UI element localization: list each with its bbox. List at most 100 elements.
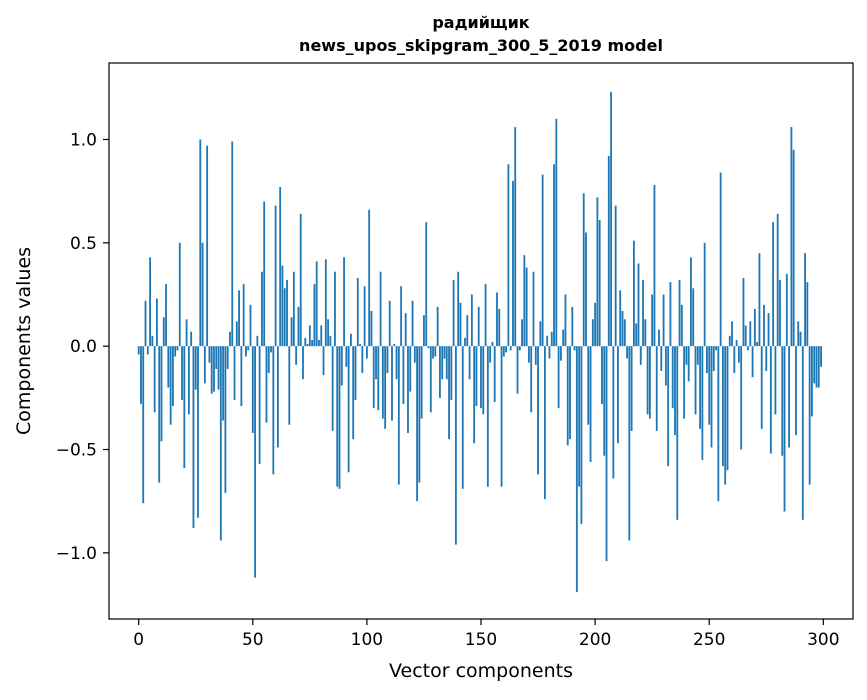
bar-7 — [153, 346, 156, 413]
bar-186 — [562, 329, 565, 347]
bar-271 — [756, 342, 759, 347]
bar-213 — [623, 319, 626, 347]
bar-6 — [151, 335, 154, 347]
bar-287 — [792, 149, 795, 347]
bar-15 — [171, 346, 174, 407]
bar-206 — [607, 156, 610, 347]
bar-151 — [482, 346, 485, 415]
bar-52 — [256, 335, 259, 347]
y-tick-label: 0.5 — [70, 234, 97, 254]
bar-236 — [676, 346, 679, 520]
bar-248 — [703, 242, 706, 347]
bar-90 — [343, 257, 345, 347]
bar-257 — [724, 346, 727, 485]
bar-59 — [272, 346, 275, 475]
bar-131 — [436, 306, 439, 347]
bar-82 — [324, 259, 327, 347]
bar-137 — [450, 346, 453, 400]
bar-261 — [733, 346, 736, 374]
bar-282 — [781, 346, 784, 456]
bar-289 — [797, 321, 800, 347]
bar-108 — [384, 346, 387, 429]
bar-135 — [445, 346, 448, 380]
bar-163 — [509, 346, 512, 351]
bar-296 — [813, 346, 816, 384]
bar-30 — [206, 145, 209, 347]
bar-201 — [596, 197, 599, 347]
bar-189 — [569, 346, 571, 440]
bar-23 — [190, 331, 193, 347]
bar-118 — [407, 346, 409, 433]
y-tick-label: 1.0 — [70, 130, 97, 150]
bar-281 — [779, 280, 781, 347]
bar-96 — [356, 277, 359, 347]
bar-244 — [694, 346, 697, 415]
bar-250 — [708, 346, 711, 425]
bar-110 — [388, 300, 391, 347]
bar-211 — [619, 290, 622, 347]
y-tick-label: −0.5 — [56, 441, 97, 461]
bar-113 — [395, 346, 398, 380]
bar-50 — [251, 346, 254, 433]
bar-232 — [667, 346, 670, 467]
bar-217 — [633, 240, 635, 347]
x-axis-label: Vector components — [389, 660, 573, 682]
bar-224 — [648, 346, 651, 419]
bar-140 — [457, 271, 460, 347]
bar-18 — [178, 242, 181, 347]
bar-72 — [302, 346, 304, 380]
bar-73 — [304, 337, 307, 347]
bar-71 — [299, 213, 302, 347]
bar-243 — [692, 288, 695, 347]
bar-62 — [279, 187, 282, 347]
bar-19 — [181, 346, 183, 400]
bar-83 — [327, 319, 330, 347]
bar-16 — [174, 346, 177, 357]
bar-147 — [473, 346, 476, 444]
bar-63 — [281, 265, 284, 347]
bar-70 — [297, 306, 300, 347]
bar-192 — [575, 346, 578, 593]
x-tick-label: 300 — [807, 630, 839, 650]
bar-168 — [521, 319, 523, 347]
bar-99 — [363, 286, 366, 347]
bar-127 — [427, 346, 430, 349]
bar-74 — [306, 344, 309, 347]
bar-194 — [580, 346, 583, 524]
bar-182 — [553, 164, 555, 347]
bar-198 — [589, 346, 592, 462]
bar-208 — [612, 346, 615, 479]
bar-233 — [669, 282, 672, 347]
bar-245 — [696, 346, 699, 365]
bar-222 — [644, 319, 647, 347]
bar-154 — [489, 346, 492, 363]
bar-98 — [361, 346, 364, 374]
bar-32 — [210, 346, 213, 394]
bar-103 — [372, 346, 375, 409]
bar-144 — [466, 315, 469, 347]
bar-274 — [763, 304, 765, 347]
bar-128 — [429, 346, 432, 413]
bar-180 — [548, 346, 551, 359]
bar-88 — [338, 346, 341, 489]
bar-125 — [423, 315, 425, 347]
bar-42 — [233, 346, 236, 400]
bar-139 — [454, 346, 457, 545]
bar-297 — [815, 346, 818, 388]
bar-41 — [231, 141, 234, 347]
bar-237 — [678, 280, 681, 347]
bar-260 — [731, 321, 733, 347]
bar-112 — [393, 344, 396, 347]
bar-176 — [539, 321, 542, 347]
bar-76 — [311, 339, 314, 347]
bar-13 — [167, 346, 170, 388]
bar-174 — [534, 346, 537, 365]
bar-22 — [187, 346, 190, 415]
bar-97 — [359, 344, 361, 347]
bar-123 — [418, 346, 421, 483]
bars-layer — [137, 91, 822, 593]
bar-56 — [265, 346, 268, 423]
bar-226 — [653, 184, 656, 347]
bar-54 — [261, 271, 263, 347]
bar-291 — [801, 346, 804, 520]
